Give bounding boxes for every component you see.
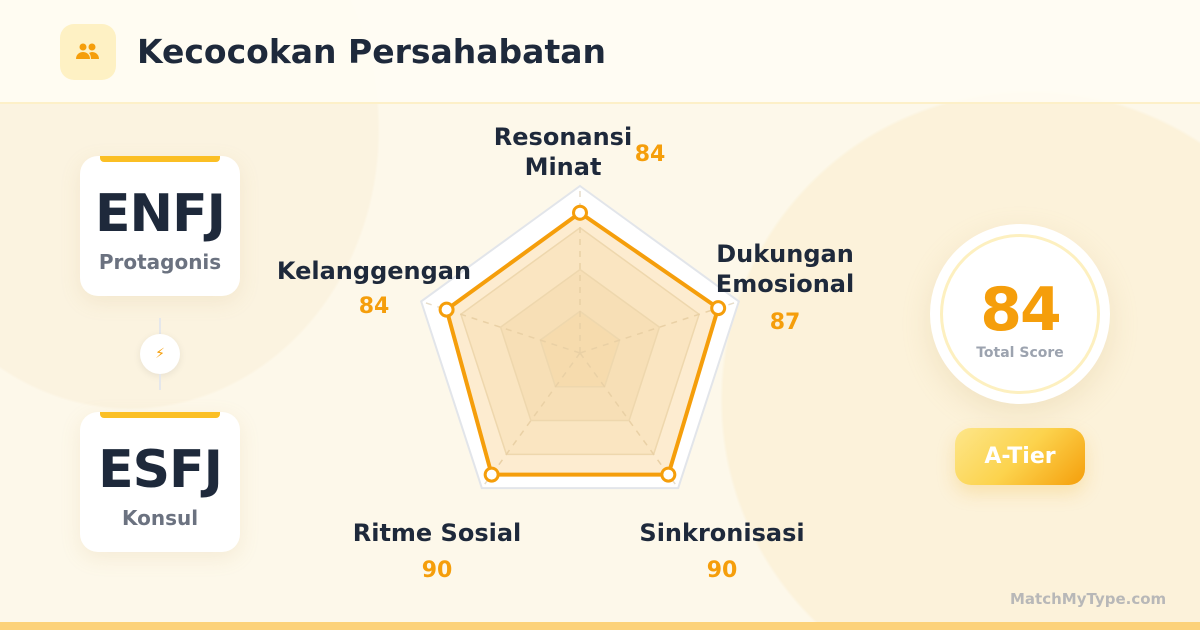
tier-badge: A-Tier — [955, 428, 1085, 485]
data-label: 84 — [635, 142, 666, 167]
grid-ring — [499, 268, 661, 422]
axis-label: Kelanggengan — [277, 257, 471, 285]
type-code: ENFJ — [95, 184, 226, 244]
data-area — [444, 210, 721, 477]
lightning-icon: ⚡ — [140, 334, 180, 374]
grid-ring — [459, 226, 701, 456]
axis-line — [579, 300, 740, 354]
people-icon — [60, 24, 116, 80]
data-point — [660, 466, 677, 483]
brand-watermark: MatchMyType.com — [1010, 590, 1167, 608]
data-point — [483, 466, 500, 483]
header: Kecocokan Persahabatan — [0, 0, 1200, 104]
axis-line — [481, 352, 581, 489]
axis-label: Minat — [525, 153, 602, 181]
total-score-value: 84 — [980, 275, 1062, 345]
type-name: Protagonis — [98, 250, 222, 274]
type-card-enfj: ENFJ Protagonis — [80, 156, 240, 296]
data-point — [572, 204, 588, 221]
total-score-label: Total Score — [976, 345, 1064, 361]
axis-label: Ritme Sosial — [353, 519, 522, 547]
total-score-circle: 84 Total Score — [930, 224, 1110, 404]
card-accent-bar — [100, 412, 220, 418]
axis-line — [579, 352, 679, 489]
connector-line — [159, 374, 161, 390]
connector-line — [159, 318, 161, 334]
axis-line — [420, 300, 581, 354]
data-point — [438, 301, 455, 318]
axis-label: Sinkronisasi — [639, 519, 804, 547]
data-label: 87 — [770, 310, 801, 335]
type-code: ESFJ — [98, 440, 223, 500]
axis-label: Dukungan — [716, 240, 854, 268]
data-label: 90 — [707, 558, 738, 583]
type-card-esfj: ESFJ Konsul — [80, 412, 240, 552]
data-point — [710, 300, 727, 317]
axis-label: Resonansi — [494, 123, 632, 151]
data-label: 90 — [422, 558, 453, 583]
page-title: Kecocokan Persahabatan — [137, 32, 606, 71]
type-name: Konsul — [121, 506, 199, 530]
card-accent-bar — [100, 156, 220, 162]
footer-bar — [0, 622, 1200, 630]
data-label: 84 — [359, 294, 390, 319]
axis-label: Emosional — [716, 270, 854, 298]
